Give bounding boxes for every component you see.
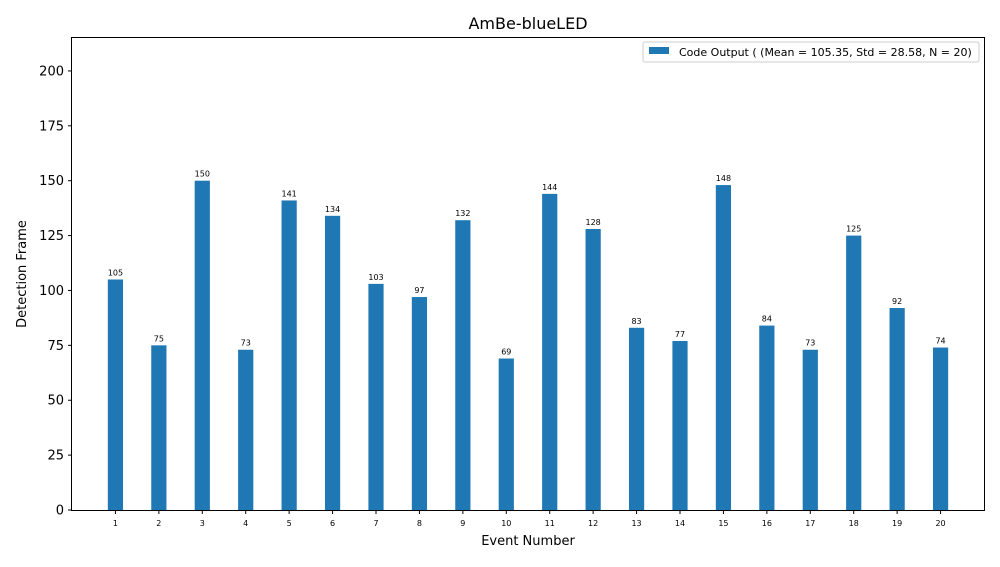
bar-value-label: 73 [805,339,815,348]
data-labels-group: 105 75 150 73 141 134 103 97 132 69 144 128 83 77 148 8… [108,170,946,357]
x-tick-label: 1 [113,519,118,528]
legend-label: Code Output ( (Mean = 105.35, Std = 28.5… [679,46,972,59]
y-tick-label: 50 [47,394,64,409]
bar-value-label: 132 [455,209,470,218]
x-tick-label: 9 [460,519,465,528]
bar [194,180,210,510]
bar-value-label: 92 [892,297,902,306]
x-tick-label: 18 [849,519,859,528]
x-tick-label: 17 [805,519,815,528]
bar [151,345,167,510]
bar [932,347,949,510]
x-tick-label: 3 [200,519,205,528]
bar-value-label: 83 [631,317,641,326]
bar [542,193,558,511]
x-tick-label: 13 [631,519,641,528]
bar [585,228,601,510]
bar [455,220,471,510]
x-axis-label: Event Number [481,534,575,549]
y-axis-ticks: 0 25 50 75 100 125 150 175 200 [39,64,72,519]
y-tick-label: 150 [39,174,64,189]
bar-value-label: 144 [542,183,557,192]
bar-value-label: 74 [935,337,945,346]
y-tick-label: 25 [47,449,64,464]
bar-value-label: 125 [846,225,861,234]
bar [411,297,428,510]
x-tick-label: 10 [501,519,511,528]
bar-value-label: 69 [501,348,511,357]
bar-value-label: 150 [195,170,210,179]
bar [107,279,124,510]
chart-title: AmBe-blueLED [468,14,587,33]
y-tick-label: 175 [39,119,64,134]
x-tick-label: 11 [545,519,555,528]
legend-box [642,41,980,63]
bar-value-label: 75 [154,334,164,343]
bar [368,283,384,510]
bar [281,200,297,510]
x-tick-label: 12 [588,519,598,528]
bar-value-label: 73 [241,339,251,348]
bar [238,349,254,510]
bar-value-label: 103 [368,273,383,282]
bar [802,349,818,510]
bar [889,308,905,510]
y-tick-label: 200 [39,64,64,79]
bar [498,358,514,510]
bar [846,235,862,510]
x-tick-label: 4 [243,519,248,528]
x-tick-label: 14 [675,519,685,528]
y-tick-label: 125 [39,229,64,244]
bar [672,340,688,510]
x-tick-label: 15 [718,519,728,528]
bar-value-label: 105 [108,268,123,277]
bars-group [107,180,949,511]
x-tick-label: 8 [417,519,422,528]
bar-value-label: 84 [762,315,772,324]
y-axis-label: Detection Frame [15,220,30,328]
plot-area-frame [71,37,985,511]
bar-value-label: 134 [325,205,340,214]
legend: Code Output ( (Mean = 105.35, Std = 28.5… [642,41,980,63]
bar-value-label: 128 [586,218,601,227]
bar-value-label: 97 [414,286,424,295]
x-tick-label: 2 [156,519,161,528]
bar [715,185,732,510]
y-tick-label: 0 [56,504,64,519]
x-tick-label: 20 [935,519,945,528]
x-tick-label: 7 [373,519,378,528]
bar-value-label: 148 [716,174,731,183]
bar [759,325,775,510]
bar-value-label: 141 [282,189,297,198]
legend-swatch [649,47,669,54]
y-tick-label: 75 [47,339,64,354]
x-tick-label: 6 [330,519,335,528]
bar [324,215,341,511]
x-axis-ticks: 1 2 3 4 5 6 7 8 9 10 11 12 13 14 15 16 17 18 19 20 [113,510,946,528]
x-tick-label: 19 [892,519,902,528]
bar [628,327,645,510]
bar-value-label: 77 [675,330,685,339]
y-tick-label: 100 [39,284,64,299]
x-tick-label: 16 [762,519,772,528]
x-tick-label: 5 [287,519,292,528]
